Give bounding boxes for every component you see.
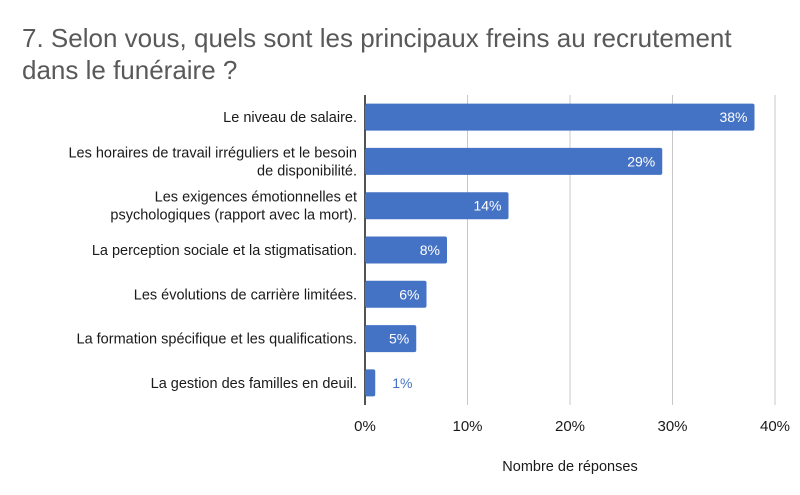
bar [365, 369, 376, 397]
x-tick-label: 0% [354, 418, 376, 435]
data-label: 8% [420, 242, 440, 258]
bar [365, 325, 417, 353]
category-label: Les évolutions de carrière limitées. [134, 287, 357, 303]
x-tick-label: 30% [657, 418, 687, 435]
bar [365, 192, 509, 220]
bars [365, 103, 755, 397]
bar [365, 280, 427, 308]
category-label: La perception sociale et la stigmatisati… [92, 243, 357, 259]
category-label: Le niveau de salaire. [223, 110, 357, 126]
x-tick-label: 10% [452, 418, 482, 435]
labels: 0% 10% 20% 30% 40% Le niveau de salaire. 38% Le… [68, 109, 790, 475]
data-label: 5% [389, 331, 409, 347]
data-label: 38% [719, 109, 747, 125]
bar [365, 103, 755, 131]
bar [365, 147, 663, 175]
gridlines [364, 95, 776, 405]
chart-title: 7. Selon vous, quels sont les principaux… [22, 23, 732, 85]
category-label: La gestion des familles en deuil. [151, 376, 357, 392]
bar [365, 236, 447, 264]
x-tick-label: 20% [555, 418, 585, 435]
category-label: La formation spécifique et les qualifica… [77, 332, 358, 348]
category-label: psychologiques (rapport avec la mort). [110, 208, 357, 224]
x-axis-title: Nombre de réponses [502, 459, 637, 475]
category-label: de disponibilité. [257, 163, 357, 179]
data-label: 6% [399, 286, 419, 302]
data-label: 14% [473, 198, 501, 214]
x-tick-label: 40% [760, 418, 790, 435]
category-label: Les horaires de travail irréguliers et l… [68, 145, 357, 161]
data-label: 29% [627, 153, 655, 169]
category-label: Les exigences émotionnelles et [155, 190, 357, 206]
data-label: 1% [392, 375, 412, 391]
